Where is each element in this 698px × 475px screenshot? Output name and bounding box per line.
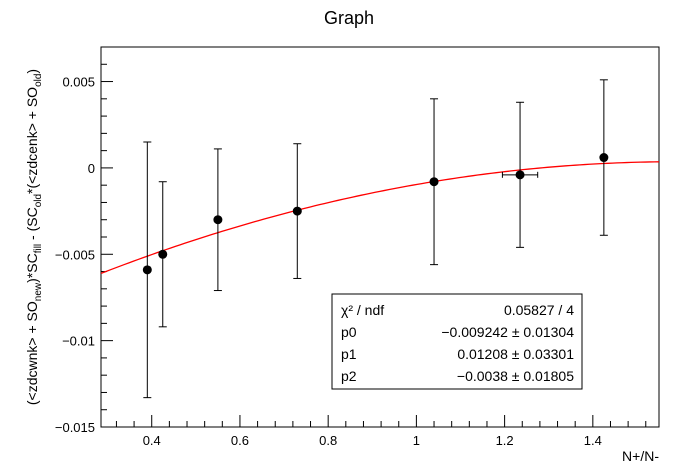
x-tick-label: 1.2	[496, 433, 514, 448]
marker	[142, 265, 152, 275]
stats-box-frame	[331, 293, 583, 390]
y-tick-label: −0.015	[55, 420, 95, 435]
stats-label: p2	[341, 368, 357, 384]
marker	[599, 153, 609, 163]
stats-value: 0.05827 / 4	[504, 302, 574, 318]
marker	[292, 206, 302, 216]
fit-stats-box: χ² / ndf 0.05827 / 4 p0 −0.009242 ± 0.01304…	[331, 293, 583, 390]
x-tick-label: 0.4	[143, 433, 161, 448]
stats-value: −0.009242 ± 0.01304	[441, 324, 574, 340]
data-point	[501, 101, 539, 248]
y-axis-label: (<zdcwnk> + SOnew)*SCfill - (SCold*(<zdc…	[24, 69, 44, 405]
y-label-text: (<zdcwnk> + SO	[24, 301, 40, 405]
stats-label: χ² / ndf	[341, 302, 384, 318]
y-label-text: *(<zdcenk> + SO	[24, 87, 40, 194]
y-label-text: - (SC	[24, 207, 40, 244]
x-tick-label: 0.8	[319, 433, 337, 448]
data-point	[142, 141, 152, 399]
y-tick-label: −0.005	[55, 247, 95, 262]
stats-value: 0.01208 ± 0.03301	[457, 346, 574, 362]
stats-value: −0.0038 ± 0.01805	[457, 368, 574, 384]
y-tick-label: 0	[88, 161, 95, 176]
y-label-subscript: old	[33, 194, 44, 207]
data-point	[213, 148, 223, 292]
y-label-subscript: old	[33, 74, 44, 87]
data-point	[599, 79, 609, 236]
marker	[515, 170, 525, 180]
data-points	[142, 79, 609, 399]
y-label-text: )*SC	[24, 253, 40, 283]
x-axis-label: N+/N-	[622, 448, 659, 464]
x-tick-label: 0.6	[231, 433, 249, 448]
stats-label: p0	[341, 324, 357, 340]
marker	[158, 249, 168, 259]
data-point	[158, 181, 168, 328]
y-label-text: )	[24, 69, 40, 74]
y-tick-label: 0.005	[62, 75, 95, 90]
marker	[429, 177, 439, 187]
data-point	[292, 143, 302, 279]
y-tick-label: −0.01	[62, 334, 95, 349]
data-point	[429, 98, 439, 266]
x-axis: 0.4 0.6 0.8 1 1.2 1.4	[115, 415, 647, 448]
y-axis: −0.015 −0.01 −0.005 0 0.005	[55, 46, 113, 435]
fit-curve	[100, 161, 660, 275]
y-label-subscript: fill	[33, 244, 44, 253]
x-tick-label: 1.4	[584, 433, 602, 448]
x-tick-label: 1	[413, 433, 420, 448]
marker	[213, 215, 223, 225]
stats-label: p1	[341, 346, 357, 362]
chart-title: Graph	[324, 8, 374, 28]
y-label-subscript: new	[33, 282, 44, 301]
